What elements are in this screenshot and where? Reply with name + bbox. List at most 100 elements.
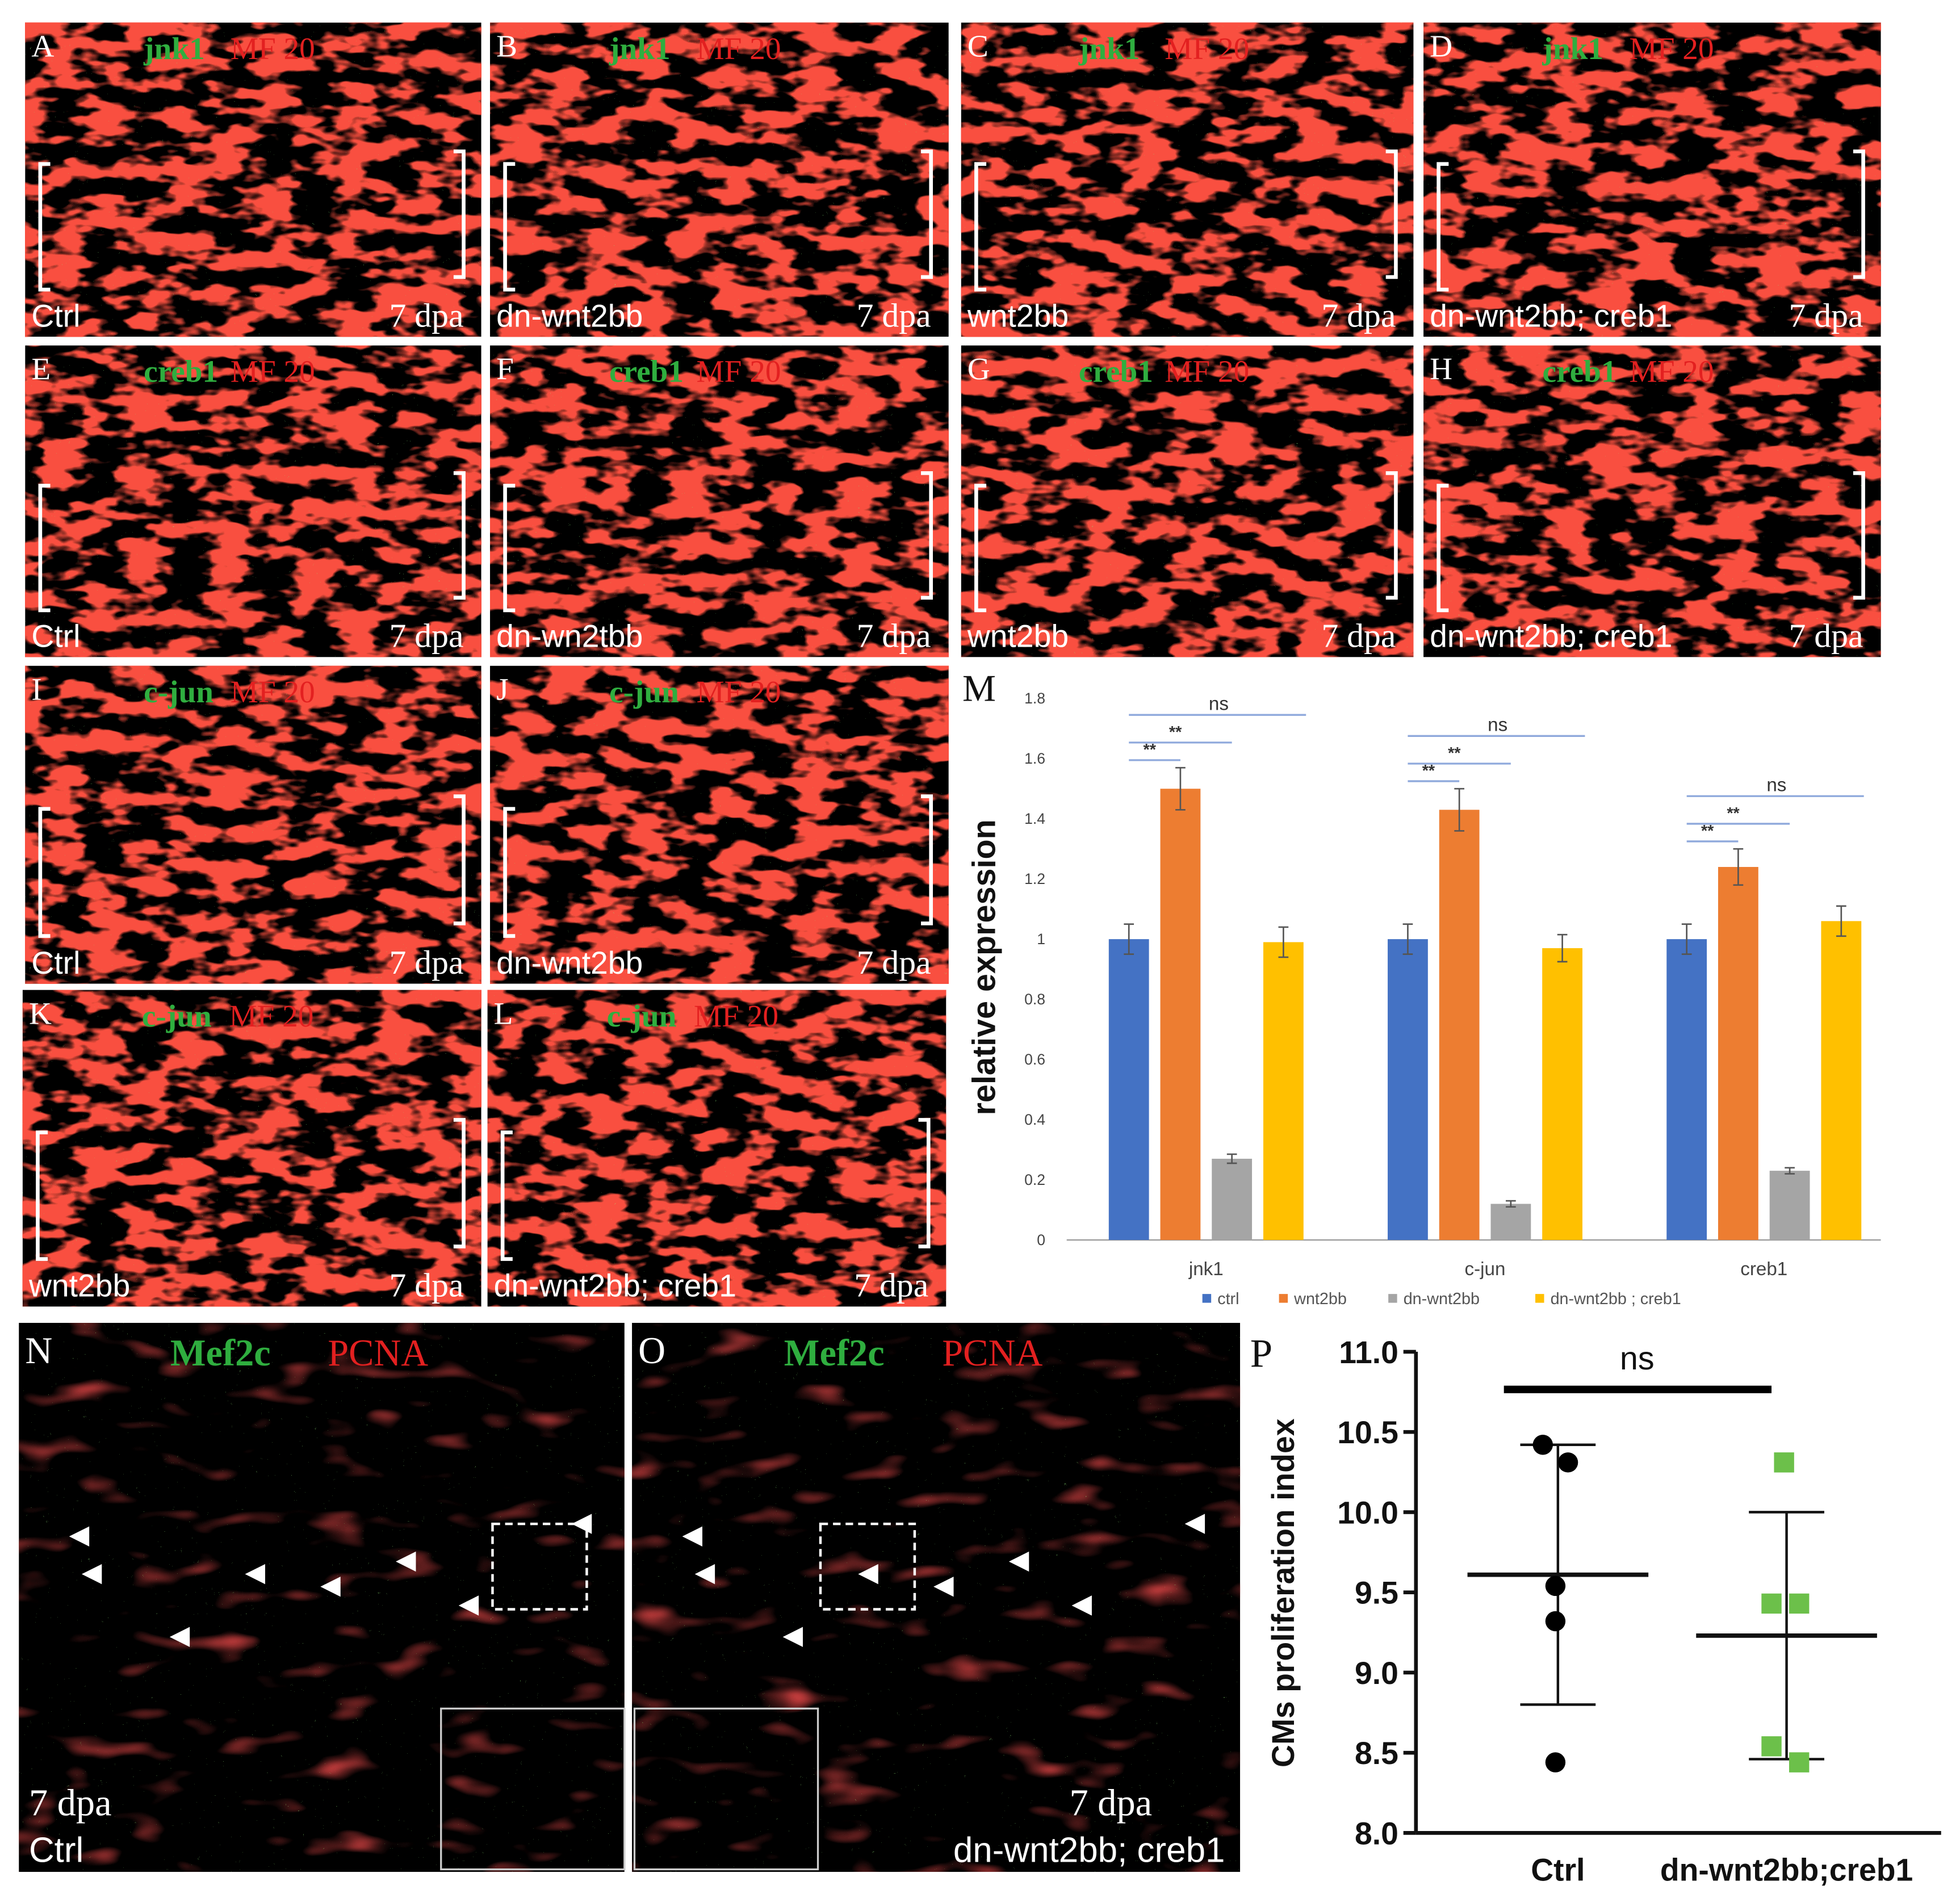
condition-label: dn-wnt2bb; creb1: [494, 1268, 736, 1304]
arrowhead: [245, 1564, 265, 1585]
data-point: [1774, 1452, 1794, 1473]
legend-swatch: [1388, 1294, 1397, 1303]
arrowhead: [1071, 1595, 1092, 1616]
y-tick-label: 0.8: [1024, 991, 1045, 1008]
legend-label: dn-wnt2bb: [1404, 1290, 1480, 1308]
y-tick-label: 1.4: [1024, 810, 1045, 827]
stain-label: c-jun: [144, 674, 213, 709]
bracket: [38, 484, 51, 613]
bracket: [974, 484, 987, 613]
y-tick-label: 1.8: [1024, 690, 1045, 707]
condition-label: Ctrl: [29, 1830, 83, 1870]
panel-letter: N: [25, 1330, 52, 1372]
legend-label: dn-wnt2bb ; creb1: [1551, 1290, 1681, 1308]
bracket: [503, 162, 516, 292]
bracket: [921, 794, 933, 925]
stain-label: MF 20: [1630, 354, 1714, 389]
time-label: 7 dpa: [854, 1267, 928, 1304]
data-point: [1761, 1593, 1782, 1614]
micrograph: [490, 345, 949, 657]
bar: [1263, 942, 1304, 1240]
panel-letter: H: [1430, 351, 1452, 386]
y-tick-label: 8.5: [1355, 1736, 1398, 1771]
stain-label: jnk1: [1542, 31, 1604, 66]
legend-swatch: [1535, 1294, 1544, 1303]
bracket: [500, 1130, 513, 1261]
stain-label: PCNA: [328, 1333, 428, 1374]
bar: [1108, 939, 1149, 1240]
arrowhead: [396, 1551, 416, 1572]
significance-label: **: [1422, 762, 1435, 780]
y-tick-label: 0.2: [1024, 1171, 1045, 1188]
panel-letter: C: [968, 29, 989, 64]
bar: [1160, 789, 1201, 1240]
stain-label: jnk1: [1078, 31, 1140, 66]
bracket: [974, 162, 987, 292]
condition-label: dn-wnt2bb; creb1: [1430, 298, 1672, 333]
data-point: [1761, 1736, 1782, 1757]
data-point: [1789, 1593, 1810, 1614]
data-point: [1789, 1752, 1810, 1773]
micrograph: [19, 1323, 625, 1872]
data-point: [1545, 1752, 1566, 1773]
time-label: 7 dpa: [857, 944, 931, 981]
time-label: 7 dpa: [390, 1267, 464, 1304]
micrograph: [487, 990, 947, 1307]
panel-letter: J: [496, 672, 509, 706]
legend-swatch: [1202, 1294, 1212, 1303]
stain-label: MF 20: [1165, 354, 1249, 389]
y-tick-label: 9.0: [1355, 1656, 1398, 1691]
stain-label: creb1: [1543, 354, 1617, 389]
inset: [633, 1707, 819, 1871]
stain-label: MF 20: [694, 999, 778, 1033]
error-bar: [1402, 923, 1413, 955]
panel-letter: A: [31, 29, 54, 64]
y-tick-label: 1.2: [1024, 870, 1045, 887]
significance-label: ns: [1766, 774, 1786, 795]
arrowhead: [458, 1595, 479, 1616]
error-bar: [1681, 923, 1692, 955]
micrograph: [22, 990, 481, 1307]
error-bar: [1557, 933, 1568, 963]
arrowhead: [694, 1564, 715, 1585]
bar: [1490, 1204, 1531, 1240]
stain-label: MF 20: [231, 31, 315, 66]
condition-label: dn-wnt2bb; creb1: [953, 1830, 1225, 1870]
error-bar: [1785, 1167, 1795, 1175]
time-label: 7 dpa: [390, 617, 464, 655]
y-tick-label: 0.4: [1024, 1111, 1045, 1128]
y-tick-label: 10.0: [1337, 1495, 1398, 1530]
stain-label: c-jun: [607, 999, 677, 1033]
legend-label: ctrl: [1217, 1290, 1239, 1308]
bar: [1821, 921, 1862, 1240]
time-label: 7 dpa: [1321, 296, 1396, 334]
bracket: [1437, 484, 1449, 613]
x-tick-label: dn-wnt2bb;creb1: [1660, 1852, 1913, 1887]
stain-label: Mef2c: [170, 1333, 271, 1374]
stain-label: MF 20: [1630, 31, 1714, 66]
stain-label: Mef2c: [784, 1333, 885, 1374]
micrograph: [632, 1323, 1241, 1872]
bracket: [38, 807, 51, 938]
micrograph: [25, 665, 481, 984]
y-tick-label: 10.5: [1337, 1415, 1398, 1450]
zoom-box: [491, 1522, 588, 1611]
condition-label: dn-wnt2bb: [496, 945, 643, 981]
condition-label: wnt2bb: [28, 1268, 130, 1304]
arrowhead: [320, 1576, 341, 1597]
error-bar: [1226, 1153, 1237, 1164]
stain-label: c-jun: [609, 674, 679, 709]
arrowhead: [933, 1576, 954, 1597]
bar: [1388, 939, 1428, 1240]
condition-label: wnt2bb: [967, 298, 1069, 333]
panel-letter: G: [968, 351, 990, 386]
x-tick-label: creb1: [1740, 1259, 1787, 1280]
stain-label: MF 20: [229, 999, 313, 1033]
bracket: [1853, 149, 1865, 279]
y-tick-label: 9.5: [1355, 1576, 1398, 1611]
condition-label: dn-wnt2bb: [496, 298, 643, 333]
error-bar: [1506, 1200, 1516, 1208]
micrograph: [25, 22, 481, 337]
bracket: [918, 1118, 931, 1248]
